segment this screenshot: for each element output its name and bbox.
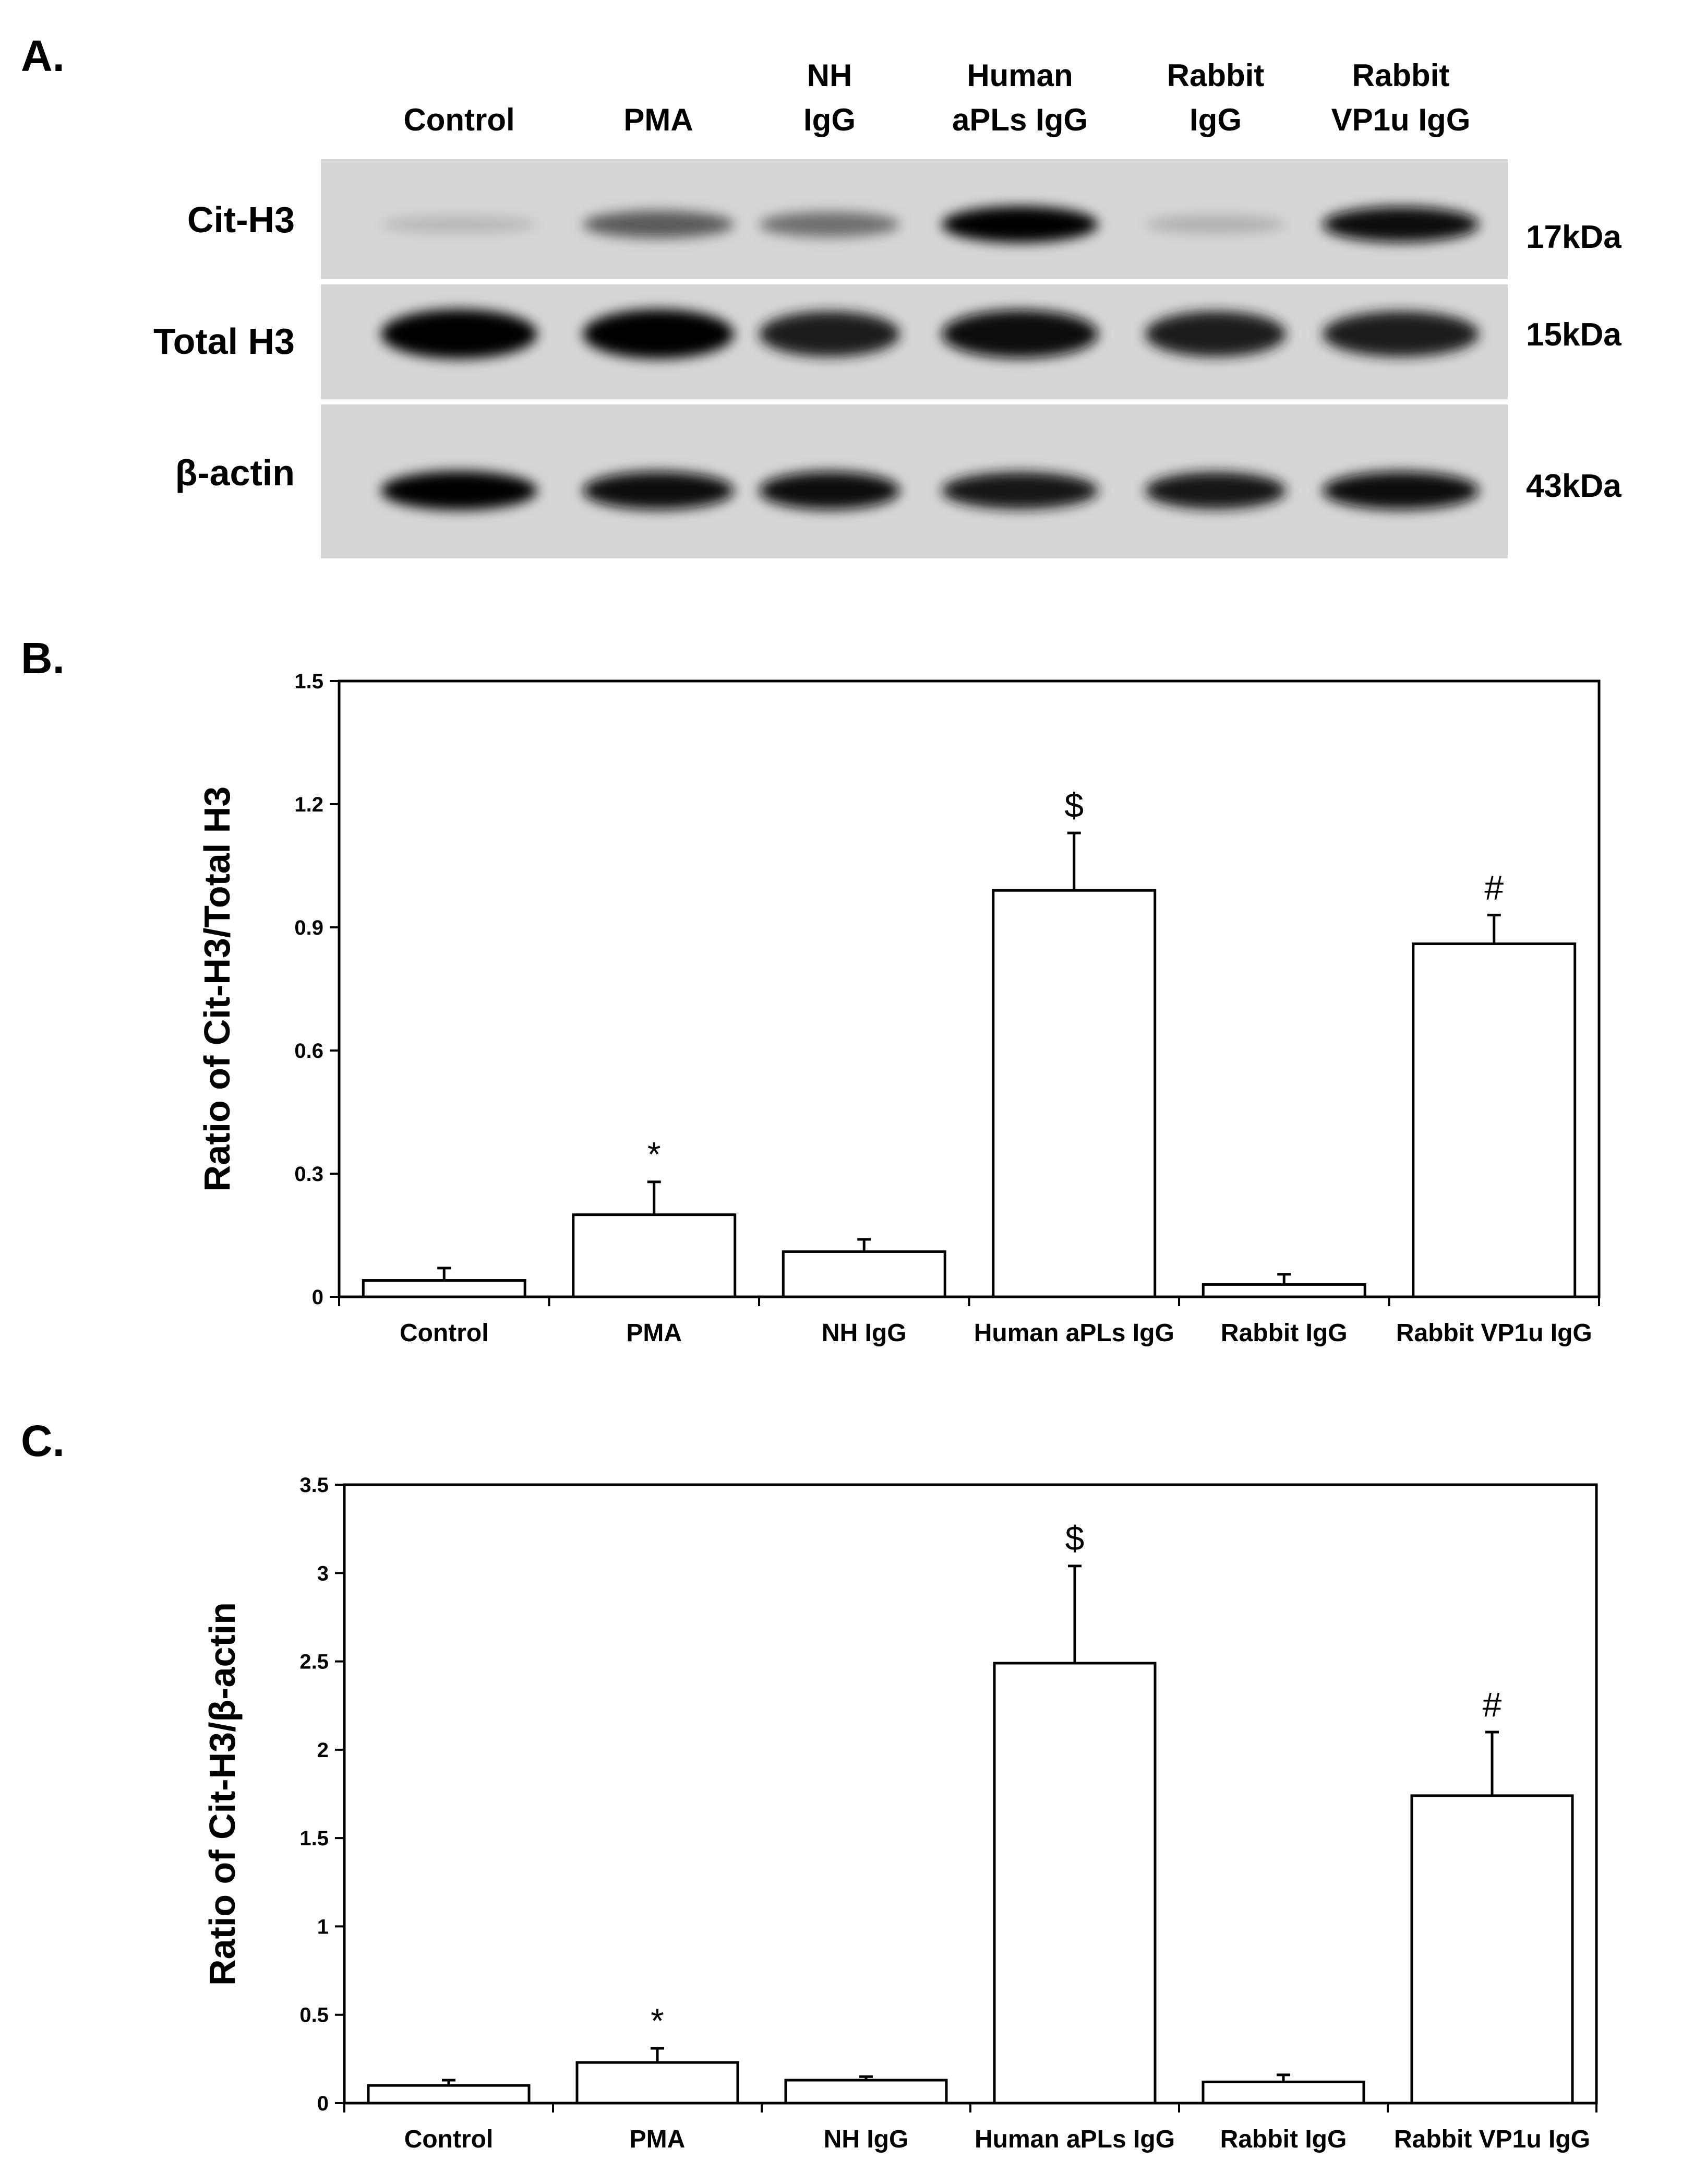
bar-nh-igg (784, 2079, 948, 2105)
band-actin-lane-4 (942, 472, 1098, 509)
lane-label-6-line-2: VP1u IgG (1331, 102, 1471, 137)
y-tick-label: 2.5 (299, 1651, 329, 1674)
bar-pma (575, 2061, 739, 2105)
bar-rabbit-vp1u-igg (1412, 942, 1577, 1298)
lane-labels: Control PMA NH IgG Human aPLs IgG Rabbit IgG Rab… (403, 58, 1470, 137)
bar-control (367, 2084, 531, 2105)
band-actin-lane-3 (759, 471, 900, 510)
blot-row-cit-h3: Cit-H3 17kDa (187, 159, 1621, 279)
category-label-human-apls-igg: Human aPLs IgG (974, 1319, 1174, 1347)
category-label-control: Control (400, 1319, 489, 1347)
mw-label-cit-h3: 17kDa (1526, 219, 1621, 255)
bar-pma (572, 1213, 737, 1298)
y-tick-label: 0.9 (294, 916, 323, 939)
lane-label-5-line-1: Rabbit (1167, 58, 1265, 93)
band-total-h3-lane-6 (1323, 311, 1479, 357)
row-label-cit-h3: Cit-H3 (187, 199, 295, 240)
lane-label-5-line-2: IgG (1190, 102, 1242, 137)
bar-chart-panel-c: C. 0 0.5 1 1.5 2 2.5 3 3.5 Control * PMA NH IgG $ Hum… (21, 1416, 1598, 2153)
significance-rabbit-vp1u-igg: # (1483, 1685, 1502, 1724)
y-tick-label: 0.3 (294, 1163, 323, 1186)
category-label-nh-igg: NH IgG (824, 2126, 909, 2153)
band-cit-h3-lane-6 (1323, 206, 1479, 243)
lane-label-3-line-1: NH (807, 58, 852, 93)
significance-pma: * (651, 2001, 664, 2040)
significance-pma: * (647, 1135, 661, 1174)
mw-label-actin: 43kDa (1526, 468, 1621, 504)
category-label-pma: PMA (626, 1319, 682, 1347)
band-cit-h3-lane-4 (942, 206, 1098, 243)
bar-control (362, 1279, 526, 1298)
bar-nh-igg (782, 1250, 946, 1298)
bar-human-apls-igg (993, 1662, 1157, 2105)
bar-rabbit-igg (1202, 1283, 1366, 1298)
significance-rabbit-vp1u-igg: # (1484, 868, 1504, 906)
bar-rabbit-igg (1202, 2080, 1365, 2105)
y-axis-title: Ratio of Cit-H3/β-actin (202, 1602, 243, 1986)
band-total-h3-lane-5 (1145, 311, 1286, 357)
blot-separator (321, 279, 1508, 284)
band-cit-h3-lane-3 (759, 211, 900, 237)
row-label-actin: β-actin (175, 452, 295, 493)
y-tick-label: 0.5 (299, 2004, 329, 2027)
band-actin-lane-2 (583, 471, 734, 510)
band-total-h3-lane-1 (381, 309, 537, 359)
band-cit-h3-lane-2 (583, 210, 734, 238)
panel-a-letter: A. (21, 31, 65, 80)
row-label-total-h3: Total H3 (153, 321, 295, 362)
lane-label-2-line-1: PMA (623, 102, 693, 137)
y-tick-label: 2 (317, 1739, 329, 1762)
panel-b-letter: B. (21, 634, 65, 683)
band-actin-lane-5 (1145, 472, 1286, 509)
significance-human-apls-igg: $ (1065, 1519, 1085, 1558)
band-cit-h3-lane-5 (1145, 214, 1286, 234)
category-label-rabbit-vp1u-igg: Rabbit VP1u IgG (1396, 1319, 1592, 1347)
plot-frame (338, 679, 1601, 1298)
chart-b: 0 0.3 0.6 0.9 1.2 1.5 Control * PMA NH IgG $ Human … (197, 670, 1601, 1347)
bar-chart-panel-b: B. 0 0.3 0.6 0.9 1.2 1.5 Control * PMA NH IgG $ Hum… (21, 634, 1601, 1347)
category-label-pma: PMA (630, 2126, 686, 2153)
y-tick-label: 1 (317, 1915, 329, 1938)
category-label-rabbit-igg: Rabbit IgG (1220, 2126, 1347, 2153)
chart-c: 0 0.5 1 1.5 2 2.5 3 3.5 Control * PMA NH IgG $ Human … (202, 1474, 1598, 2153)
lane-label-6-line-1: Rabbit (1352, 58, 1450, 93)
category-label-control: Control (404, 2126, 494, 2153)
category-label-rabbit-igg: Rabbit IgG (1221, 1319, 1348, 1347)
lane-label-4-line-1: Human (967, 58, 1073, 93)
blot-row-actin: β-actin 43kDa (175, 404, 1621, 558)
lane-label-3-line-2: IgG (803, 102, 856, 137)
category-label-rabbit-vp1u-igg: Rabbit VP1u IgG (1394, 2126, 1590, 2153)
band-total-h3-lane-4 (942, 309, 1098, 359)
plot-frame (343, 1483, 1598, 2105)
band-actin-lane-6 (1323, 471, 1479, 510)
bar-rabbit-vp1u-igg (1410, 1794, 1574, 2105)
y-tick-label: 1.5 (299, 1827, 329, 1850)
y-tick-label: 3.5 (299, 1474, 329, 1497)
significance-human-apls-igg: $ (1064, 786, 1084, 825)
bar-human-apls-igg (992, 889, 1157, 1298)
y-tick-label: 1.2 (294, 793, 323, 816)
y-tick-label: 0.6 (294, 1040, 323, 1063)
lane-label-4-line-2: aPLs IgG (952, 102, 1088, 137)
mw-label-total-h3: 15kDa (1526, 317, 1621, 353)
y-tick-label: 1.5 (294, 670, 323, 693)
panel-c-letter: C. (21, 1416, 65, 1465)
y-tick-label: 0 (317, 2092, 329, 2115)
band-cit-h3-lane-1 (381, 215, 537, 234)
category-label-nh-igg: NH IgG (822, 1319, 907, 1347)
blot-rows: Cit-H3 17kDa Total H3 15kDa β-actin 43kDa (153, 159, 1621, 558)
y-tick-label: 0 (312, 1286, 323, 1309)
blot-row-total-h3: Total H3 15kDa (153, 284, 1621, 399)
western-blot-panel: A. Control PMA NH IgG Human aPLs IgG Rabbit IgG… (21, 31, 1621, 558)
band-total-h3-lane-3 (759, 311, 900, 357)
band-total-h3-lane-2 (583, 309, 734, 359)
lane-label-1-line-1: Control (403, 102, 514, 137)
y-tick-label: 3 (317, 1562, 329, 1585)
category-label-human-apls-igg: Human aPLs IgG (975, 2126, 1175, 2153)
y-axis-title: Ratio of Cit-H3/Total H3 (197, 786, 237, 1191)
band-actin-lane-1 (381, 471, 537, 510)
